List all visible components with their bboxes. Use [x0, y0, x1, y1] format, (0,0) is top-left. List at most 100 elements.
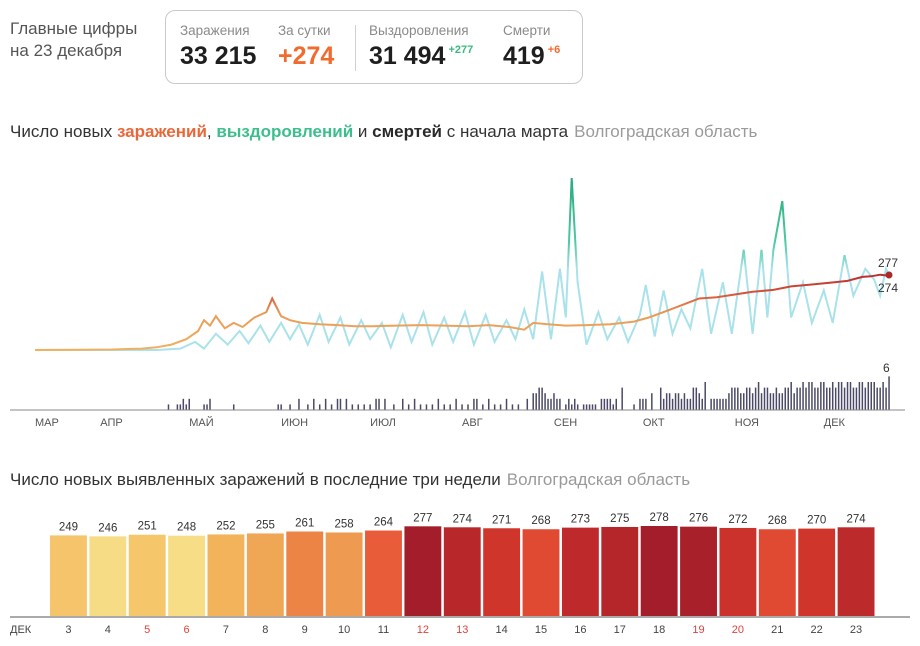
death-bar	[793, 393, 795, 410]
death-bar	[188, 398, 190, 410]
day-label: 10	[338, 624, 350, 636]
death-bar	[799, 387, 801, 410]
death-bar	[499, 404, 502, 410]
month-label: АВГ	[462, 417, 483, 429]
death-bar	[775, 387, 778, 410]
stat-label: Смерти	[503, 23, 551, 38]
bar	[286, 531, 324, 616]
death-bar	[692, 387, 695, 410]
death-bar	[757, 382, 760, 410]
month-label: МАЙ	[189, 416, 213, 429]
death-bar	[556, 398, 558, 410]
death-bar	[689, 398, 692, 410]
day-label: 13	[456, 624, 468, 636]
death-bar	[594, 404, 597, 410]
death-bar	[535, 393, 537, 410]
death-bar	[728, 393, 730, 410]
death-bar	[778, 393, 781, 410]
death-bar	[541, 387, 543, 410]
death-bar	[526, 398, 529, 410]
death-bar	[378, 398, 380, 410]
death-bar	[621, 387, 623, 410]
month-label: ИЮН	[281, 417, 308, 429]
bar	[522, 529, 560, 616]
death-bar	[487, 398, 490, 410]
death-bar	[639, 398, 641, 410]
death-bar	[633, 404, 635, 410]
bar-value-label: 271	[492, 514, 511, 526]
death-bar	[179, 404, 182, 410]
death-bar	[843, 387, 846, 410]
end-label-deaths: 6	[883, 361, 890, 375]
bar	[758, 529, 796, 616]
day-label: 3	[65, 624, 71, 636]
day-label: 5	[144, 624, 150, 636]
death-bar	[615, 398, 617, 410]
death-bar	[591, 404, 594, 410]
death-bar	[437, 398, 440, 410]
death-bar	[476, 398, 478, 410]
death-bar	[731, 387, 733, 410]
bar-value-label: 274	[453, 513, 473, 525]
death-bar	[671, 398, 674, 410]
death-bar	[573, 398, 576, 410]
death-bar	[659, 387, 662, 410]
bar-value-label: 278	[650, 512, 669, 524]
death-bar	[307, 404, 309, 410]
day-label: 4	[105, 624, 111, 636]
death-bar	[677, 393, 680, 410]
bar	[89, 536, 127, 616]
death-bar	[823, 382, 825, 410]
death-bar	[363, 404, 365, 410]
bar	[168, 535, 206, 616]
death-bar	[511, 404, 514, 410]
day-label: 23	[850, 624, 862, 636]
month-label: МАР	[35, 417, 59, 429]
death-bar	[609, 398, 612, 410]
day-label: 6	[184, 624, 190, 636]
recoveries-line	[35, 177, 890, 351]
bar	[207, 534, 245, 616]
death-bar	[568, 398, 570, 410]
bar-value-label: 258	[335, 518, 354, 530]
death-bar	[550, 398, 552, 410]
bar-value-label: 274	[846, 513, 866, 525]
death-bar	[668, 393, 671, 410]
death-bar	[384, 398, 386, 410]
day-label: 22	[811, 624, 823, 636]
death-bar	[674, 393, 677, 410]
stat-recoveries: Выздоровления 31 494 +277	[369, 23, 473, 71]
region-label: Волгоградская область	[506, 470, 691, 489]
month-label: НОЯ	[735, 417, 759, 429]
day-label: 21	[771, 624, 783, 636]
death-bar	[345, 398, 348, 410]
death-bar	[852, 387, 855, 410]
bar-value-label: 270	[807, 515, 826, 527]
death-bar	[864, 387, 867, 410]
death-bar	[571, 404, 573, 410]
bar	[50, 535, 87, 616]
stats-card: Заражения 33 215 За сутки +274 Выздоровл…	[165, 10, 583, 84]
bar-value-label: 268	[768, 515, 787, 527]
bar	[601, 526, 639, 616]
death-bar	[645, 398, 647, 410]
bar-value-label: 272	[728, 514, 747, 526]
death-bar	[719, 398, 721, 410]
death-bar	[582, 404, 585, 410]
bar	[404, 526, 442, 616]
day-label: 8	[262, 624, 268, 636]
death-bar	[330, 404, 333, 410]
death-bar	[473, 398, 475, 410]
death-bar	[431, 404, 434, 410]
death-bar	[407, 404, 410, 410]
month-label: АПР	[100, 417, 122, 429]
day-label: 9	[302, 624, 308, 636]
death-bar	[289, 404, 291, 410]
day-label: 18	[653, 624, 665, 636]
title-infections: заражений	[116, 122, 207, 141]
death-bar	[665, 393, 668, 410]
stat-deaths: Смерти 419 +6	[503, 23, 560, 71]
summary-heading: Главные цифры на 23 декабря	[10, 18, 137, 62]
death-bar	[772, 393, 775, 410]
bar-value-label: 246	[98, 522, 117, 534]
